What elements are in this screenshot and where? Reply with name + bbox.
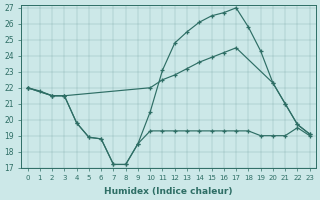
X-axis label: Humidex (Indice chaleur): Humidex (Indice chaleur) (104, 187, 233, 196)
